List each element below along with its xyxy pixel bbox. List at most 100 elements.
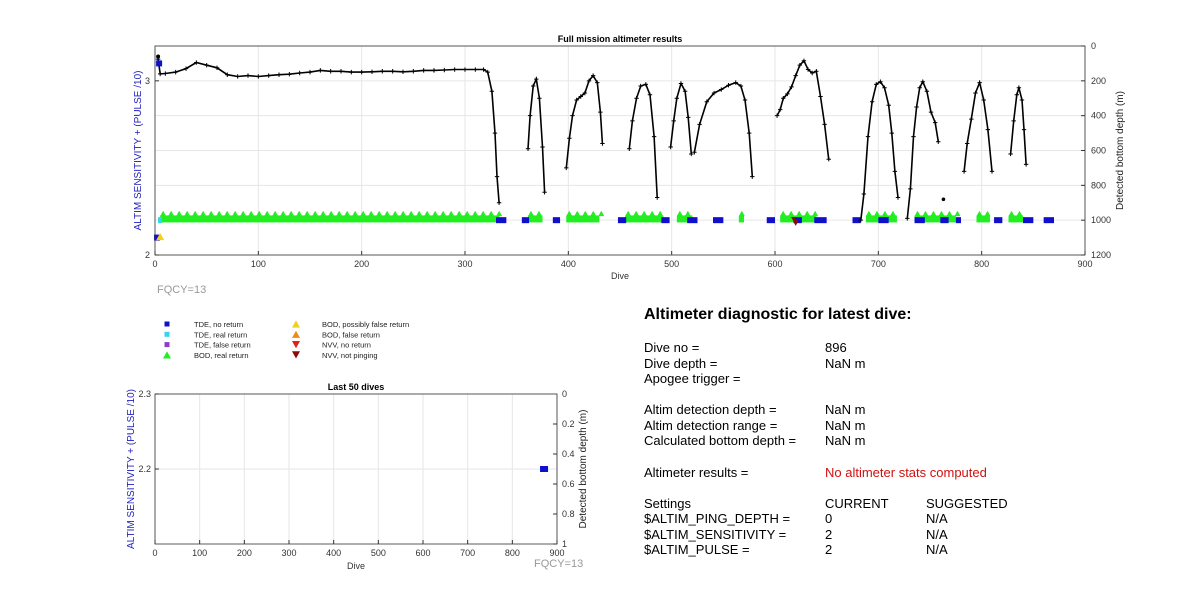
bottom-depth-point [977,80,982,85]
y-left-axis-label: ALTIM SENSITIVITY + (PULSE /10) [126,389,137,549]
y-left-tick-label: 3 [145,76,150,86]
bod-real-return-marker [1016,210,1023,217]
bottom-depth-point [485,69,490,75]
bottom-depth-point [655,195,660,200]
bod-real-return-marker [344,210,351,217]
bod-real-return-marker [657,210,664,217]
bottom-depth-point [380,69,385,74]
bottom-depth-point [1011,118,1016,124]
legend-marker [292,351,300,359]
legend-marker [163,351,171,359]
bottom-depth-point [634,96,639,101]
bottom-depth-point [746,130,752,136]
bottom-depth-point [598,109,603,115]
bod-real-return-marker [400,210,407,217]
setting-row: $ALTIM_PULSE = 2 N/A [644,542,1164,558]
setting-row: $ALTIM_SENSITIVITY = 2 N/A [644,527,1164,543]
bod-real-return-marker [984,210,991,217]
bod-real-return-marker [384,210,391,217]
x-tick-label: 100 [192,548,207,558]
bottom-depth-point [638,83,643,89]
tde-no-return-marker [940,217,949,224]
legend-marker [292,341,300,349]
bottom-depth-point [204,62,209,68]
y-right-tick-label: 400 [1091,111,1106,121]
dive-depth-value: NaN m [825,355,866,371]
bottom-depth-point [1008,151,1013,157]
bottom-depth-point [590,73,596,78]
bod-real-return-band [738,215,744,223]
bod-real-return-marker [488,210,495,217]
bod-real-return-marker [240,210,247,217]
y-right-axis-label: Detected bottom depth (m) [578,410,589,529]
bottom-depth-point [920,79,925,84]
bottom-depth-point [338,69,344,74]
bottom-depth-point [1016,85,1022,90]
setting-suggested: N/A [926,526,948,542]
bod-real-return-marker [464,210,471,217]
bottom-depth-point [818,94,823,99]
bottom-depth-point [874,82,879,87]
bod-real-return-marker [176,210,183,217]
bottom-depth-point [473,67,478,72]
bottom-depth-line [906,79,940,219]
tde-no-return-marker [521,217,530,224]
bod-real-return-marker [232,210,239,217]
bottom-depth-point [489,89,495,94]
results-value: No altimeter stats computed [825,464,987,480]
bottom-depth-point [686,115,691,120]
setting-name: $ALTIM_SENSITIVITY = [644,526,787,542]
det-depth-label: Altim detection depth = [644,402,777,418]
bottom-depth-point [225,72,230,77]
bottom-depth-point [668,144,673,150]
bod-real-return-marker [352,210,359,217]
bottom-depth-point [895,195,901,200]
bottom-depth-point [774,113,780,118]
bod-real-return-marker [208,210,215,217]
nvv-not-pinging-marker [793,221,799,226]
tde-no-return-marker [852,217,861,224]
settings-label: Settings [644,495,691,511]
bottom-depth-point [525,146,531,151]
det-range-row: Altim detection range = NaN m [644,418,1164,434]
bottom-depth-point [582,90,588,96]
bottom-depth-point [989,169,995,174]
bottom-depth-point [692,150,697,155]
bottom-depth-point [287,72,292,77]
bottom-depth-point [689,151,694,157]
bottom-depth-point [1021,127,1027,132]
legend-marker [164,342,170,348]
x-tick-label: 500 [371,548,386,558]
bottom-depth-point [173,69,178,75]
bod-real-return-marker [480,210,487,217]
det-depth-value: NaN m [825,402,866,418]
det-depth-row: Altim detection depth = NaN m [644,402,1164,418]
setting-name: $ALTIM_PING_DEPTH = [644,511,791,527]
settings-header-row: Settings CURRENT SUGGESTED [644,496,1164,512]
bottom-depth-point [801,58,807,64]
bottom-depth-point [805,67,811,72]
bod-real-return-marker [192,210,199,217]
bottom-depth-point [494,174,500,179]
bottom-depth-point [858,217,863,223]
tde-no-return-marker [814,217,827,224]
setting-current: 2 [825,526,833,542]
bottom-depth-point [914,104,919,110]
bottom-depth-point [911,134,916,139]
legend-label: NVV, no return [322,341,371,350]
bottom-depth-point [647,92,653,97]
bod-real-return-marker [336,210,343,217]
y-left-axis-label: ALTIM SENSITIVITY + (PULSE /10) [133,71,144,231]
bottom-depth-point [627,146,632,151]
bottom-depth-point [214,65,220,70]
x-tick-label: 100 [251,259,266,269]
bod-real-return-marker [946,210,953,217]
bod-real-return-marker [408,210,415,217]
bottom-depth-point [452,67,457,72]
x-tick-label: 800 [974,259,989,269]
bottom-depth-point [924,89,930,94]
bod-real-return-marker [574,210,581,217]
bottom-depth-point [826,157,831,162]
legend-label: TDE, false return [194,341,251,350]
